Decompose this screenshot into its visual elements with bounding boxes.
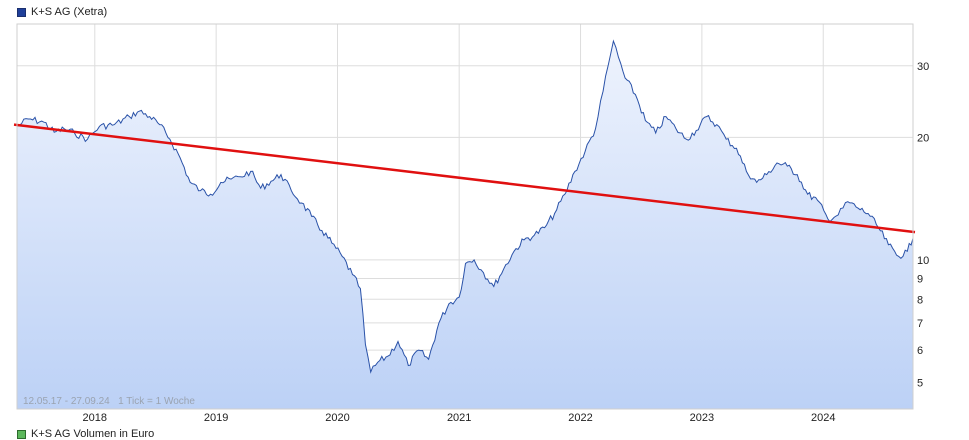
y-tick-label: 9 — [917, 273, 923, 285]
price-area — [17, 41, 913, 409]
legend: K+S AG (Xetra) — [17, 6, 107, 18]
y-tick-label: 5 — [917, 377, 923, 389]
date-range: 12.05.17 - 27.09.24 — [23, 396, 110, 407]
y-tick-label: 20 — [917, 132, 929, 144]
legend-volume-label: K+S AG Volumen in Euro — [31, 428, 155, 440]
tick-info: 1 Tick = 1 Woche — [118, 396, 195, 407]
y-axis: 5 6 7 8 9 10 20 30 — [917, 61, 929, 390]
y-tick-label: 7 — [917, 318, 923, 330]
x-tick-label: 2024 — [811, 412, 835, 424]
trend-line — [13, 123, 916, 234]
x-tick-label: 2022 — [568, 412, 592, 424]
x-axis: 2018 2019 2020 2021 2022 2023 2024 — [83, 412, 836, 424]
legend-label: K+S AG (Xetra) — [31, 6, 108, 18]
x-tick-label: 2020 — [325, 412, 349, 424]
legend-volume-swatch — [17, 429, 26, 439]
plot-frame — [16, 23, 914, 410]
price-line — [16, 39, 914, 374]
legend-swatch — [17, 7, 26, 17]
x-tick-label: 2018 — [83, 412, 107, 424]
y-tick-label: 6 — [917, 345, 923, 357]
x-tick-label: 2021 — [447, 412, 471, 424]
x-tick-label: 2019 — [204, 412, 228, 424]
range-info: 12.05.17 - 27.09.24 1 Tick = 1 Woche — [23, 396, 195, 407]
y-tick-label: 8 — [917, 294, 923, 306]
legend-volume: K+S AG Volumen in Euro — [17, 428, 154, 440]
x-tick-label: 2023 — [690, 412, 714, 424]
y-tick-label: 10 — [917, 255, 929, 267]
y-tick-label: 30 — [917, 61, 929, 73]
